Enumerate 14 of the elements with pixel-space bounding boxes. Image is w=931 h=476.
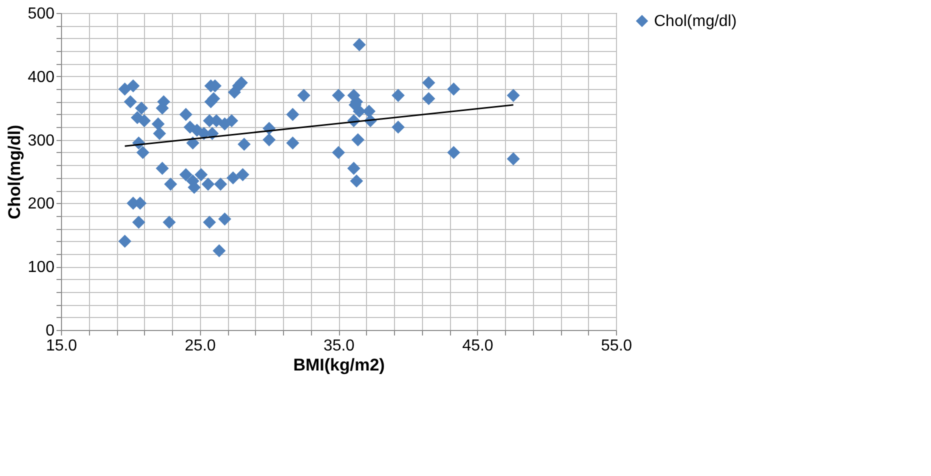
y-axis-title: Chol(mg/dl) <box>4 124 24 220</box>
x-tick-label: 25.0 <box>184 338 216 354</box>
x-tick-label: 45.0 <box>462 338 494 354</box>
y-tick-label: 100 <box>28 259 55 276</box>
y-tick-label: 200 <box>28 196 55 213</box>
y-tick-label: 400 <box>28 68 55 86</box>
y-tick-label: 0 <box>46 322 55 340</box>
x-tick-label: 55.0 <box>600 338 632 354</box>
legend-label: Chol(mg/dl) <box>654 13 737 30</box>
y-tick-label: 300 <box>28 132 55 150</box>
y-tick-label: 500 <box>28 6 55 22</box>
x-tick-label: 35.0 <box>323 338 355 354</box>
x-tick-label: 15.0 <box>46 338 78 354</box>
x-axis-title: BMI(kg/m2) <box>293 356 385 374</box>
